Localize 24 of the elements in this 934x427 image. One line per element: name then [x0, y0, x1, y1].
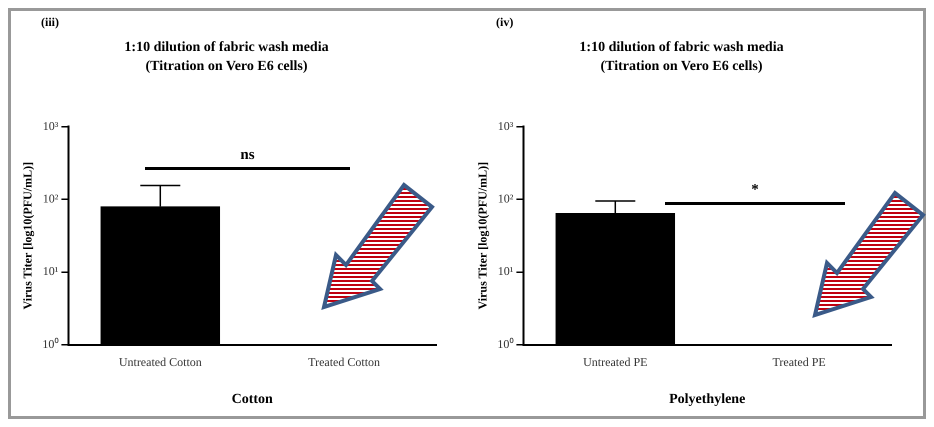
y-axis-title: Virus Titer [log10(PFU/mL)]: [20, 162, 34, 310]
annotation: ns: [239, 146, 256, 164]
x-axis-title: Polyethylene: [669, 392, 746, 408]
x-tick-label: Treated PE: [772, 355, 826, 370]
y-tick-label: 10³: [42, 118, 59, 133]
y-axis-title: Virus Titer [log10(PFU/mL)]: [475, 162, 490, 310]
y-tick-label: 10²: [42, 191, 59, 206]
y-tick-label: 10⁰: [497, 336, 514, 351]
chart-title: 1:10 dilution of fabric wash media: [124, 40, 329, 56]
chart-subtitle: (Titration on Vero E6 cells): [145, 58, 308, 74]
x-axis-title: Cotton: [232, 392, 274, 408]
x-tick-label: Untreated PE: [583, 355, 648, 370]
chart-subtitle: (Titration on Vero E6 cells): [600, 58, 763, 74]
y-tick-label: 10³: [498, 118, 514, 133]
text: (iii): [41, 15, 59, 30]
text: (iv): [496, 15, 514, 30]
x-tick-label: Treated Cotton: [308, 355, 380, 370]
y-tick-label: 10⁰: [42, 336, 58, 351]
chart-title: 1:10 dilution of fabric wash media: [579, 40, 784, 56]
annotation: *: [750, 181, 760, 199]
y-tick-label: 10¹: [42, 264, 59, 278]
y-tick-label: 10²: [498, 191, 514, 206]
y-tick-label: 10¹: [498, 264, 514, 278]
x-tick-label: Untreated Cotton: [118, 355, 202, 370]
